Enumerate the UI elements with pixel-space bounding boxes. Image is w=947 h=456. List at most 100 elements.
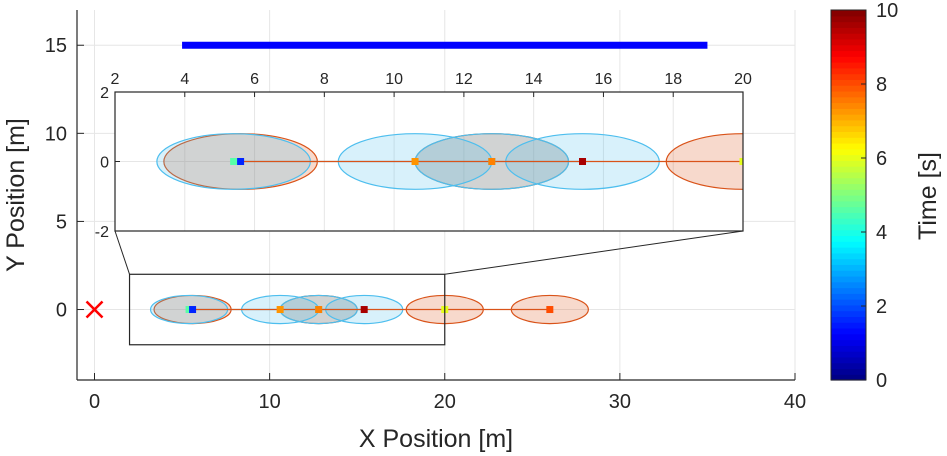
inset-time-point (488, 158, 496, 165)
y-axis-label: Y Position [m] (2, 118, 30, 272)
colorbar-swatch (831, 356, 866, 364)
colorbar-swatch (831, 137, 866, 144)
colorbar-swatch (831, 189, 866, 196)
x-tick-label: 40 (784, 391, 806, 413)
time-point (189, 306, 197, 314)
colorbar-swatch (831, 206, 866, 213)
colorbar-swatch (831, 96, 866, 104)
colorbar-swatch (831, 27, 866, 34)
colorbar-swatch (831, 56, 866, 63)
zoom-connector-line (114, 230, 131, 275)
colorbar-swatch (831, 102, 866, 109)
colorbar-swatch (831, 241, 866, 248)
x-axis-label: X Position [m] (359, 425, 513, 453)
colorbar-swatch (831, 62, 866, 69)
inset-x-tick-label: 10 (385, 71, 403, 88)
colorbar-swatch (831, 119, 866, 127)
inset-x-tick-label: 14 (525, 71, 543, 88)
time-point (315, 306, 323, 314)
time-point (185, 306, 193, 314)
colorbar-swatch (831, 310, 866, 318)
x-tick-label: 30 (609, 391, 631, 413)
colorbar-swatch (831, 73, 866, 80)
inset-y-tick-label: 2 (100, 85, 109, 102)
colorbar-swatch (831, 247, 866, 254)
colorbar-swatch (831, 108, 866, 115)
colorbar-swatch (831, 229, 866, 237)
colorbar-swatch (831, 195, 866, 202)
colorbar-swatch (831, 79, 866, 86)
colorbar-swatch (831, 264, 866, 271)
colorbar-swatch (831, 322, 866, 329)
y-tick-label: 0 (56, 300, 67, 322)
colorbar: 0 2 4 6 8 10 (830, 0, 898, 392)
colorbar-swatch (831, 275, 866, 283)
inset-time-point (230, 158, 238, 165)
colorbar-swatch (831, 351, 866, 358)
colorbar-swatch (831, 148, 866, 156)
colorbar-swatch (831, 374, 866, 381)
colorbar-swatch (831, 10, 866, 17)
colorbar-swatch (831, 125, 866, 133)
colorbar-tick-label: 6 (876, 148, 887, 170)
colorbar-tick-label: 0 (876, 370, 887, 392)
colorbar-swatch (831, 258, 866, 265)
colorbar-swatch (831, 85, 866, 92)
colorbar-swatch (831, 67, 866, 75)
colorbar-tick-label: 4 (876, 222, 887, 244)
zoom-region-box (128, 273, 446, 346)
y-tick-label: 15 (45, 35, 67, 57)
inset-time-point (237, 158, 245, 165)
colorbar-swatch (831, 293, 866, 300)
colorbar-frame (830, 9, 867, 381)
inset-x-tick-label: 18 (664, 71, 682, 88)
colorbar-swatch (831, 287, 866, 294)
colorbar-swatch (831, 362, 866, 370)
y-tick-label: 10 (45, 123, 67, 145)
zoom-connectors (114, 230, 744, 275)
colorbar-swatch (831, 252, 866, 260)
zoom-connector-line (444, 230, 744, 275)
colorbar-swatch (831, 38, 866, 46)
colorbar-swatch (831, 327, 866, 335)
colorbar-swatch (831, 316, 866, 323)
inset-axes: 2 4 6 8 10 12 14 16 18 20 -2 0 2 (95, 71, 752, 241)
colorbar-swatch (831, 44, 866, 52)
colorbar-swatch (831, 15, 866, 23)
inset-x-tick-label: 12 (455, 71, 473, 88)
colorbar-swatch (831, 299, 866, 306)
x-tick-label: 20 (434, 391, 456, 413)
time-point (360, 306, 368, 314)
colorbar-tick-label: 8 (876, 74, 887, 96)
colorbar-swatch (831, 223, 866, 231)
colorbar-swatch (831, 183, 866, 190)
inset-time-point (739, 158, 743, 165)
colorbar-swatch (831, 304, 866, 312)
colorbar-swatch (831, 177, 866, 185)
colorbar-swatch (831, 218, 866, 225)
colorbar-swatch (831, 21, 866, 28)
colorbar-swatch (831, 200, 866, 208)
colorbar-tick-label: 2 (876, 296, 887, 318)
inset-x-tick-label: 20 (734, 71, 752, 88)
colorbar-swatch (831, 166, 866, 173)
colorbar-swatch (831, 339, 866, 346)
colorbar-swatch (831, 160, 866, 167)
axes: 0 10 20 30 40 0 5 10 15 (45, 10, 806, 413)
colorbar-swatch (831, 333, 866, 341)
colorbar-swatch (831, 142, 866, 150)
inset-time-point (579, 158, 587, 165)
time-point (546, 306, 554, 314)
colorbar-swatch (831, 281, 866, 289)
colorbar-swatch (831, 368, 866, 375)
colorbar-label: Time [s] (914, 152, 942, 240)
colorbar-swatch (831, 114, 866, 121)
colorbar-swatch (831, 50, 866, 57)
x-tick-label: 0 (89, 391, 100, 413)
colorbar-swatch (831, 171, 866, 179)
y-tick-label: 5 (56, 211, 67, 233)
inset-time-point (411, 158, 419, 165)
time-point (276, 306, 284, 314)
origin-marker (85, 300, 104, 319)
plot-area (85, 41, 708, 346)
